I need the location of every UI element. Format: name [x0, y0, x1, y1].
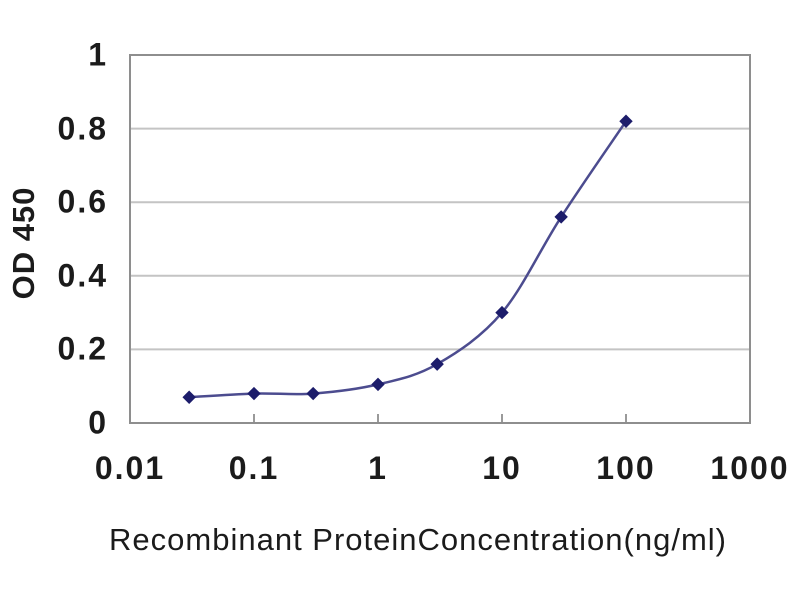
y-tick-label: 1 [88, 36, 108, 73]
data-point-marker [495, 305, 509, 320]
x-tick-label: 10 [482, 450, 522, 486]
y-tick-label: 0.4 [57, 257, 108, 294]
y-tick-label: 0.8 [57, 110, 108, 147]
x-tick-label: 1000 [710, 450, 790, 486]
data-point-marker [306, 386, 320, 401]
data-point-marker [247, 386, 261, 401]
data-point-marker [430, 357, 444, 371]
y-axis-title: OD 450 [6, 186, 41, 300]
x-tick-label: 0.01 [94, 450, 166, 486]
y-tick-label: 0.6 [57, 183, 108, 220]
x-tick-label: 100 [596, 450, 656, 486]
data-point-marker [554, 210, 568, 224]
x-tick-label: 1 [368, 450, 388, 486]
x-tick-label: 0.1 [228, 450, 280, 486]
data-point-marker [182, 390, 196, 404]
data-point-marker [619, 114, 633, 128]
y-tick-label: 0.2 [57, 330, 108, 367]
plot-border [129, 54, 751, 424]
y-tick-label: 0 [88, 404, 108, 441]
data-point-marker [371, 377, 385, 392]
x-axis-title: Recombinant ProteinConcentration(ng/ml) [109, 522, 727, 557]
